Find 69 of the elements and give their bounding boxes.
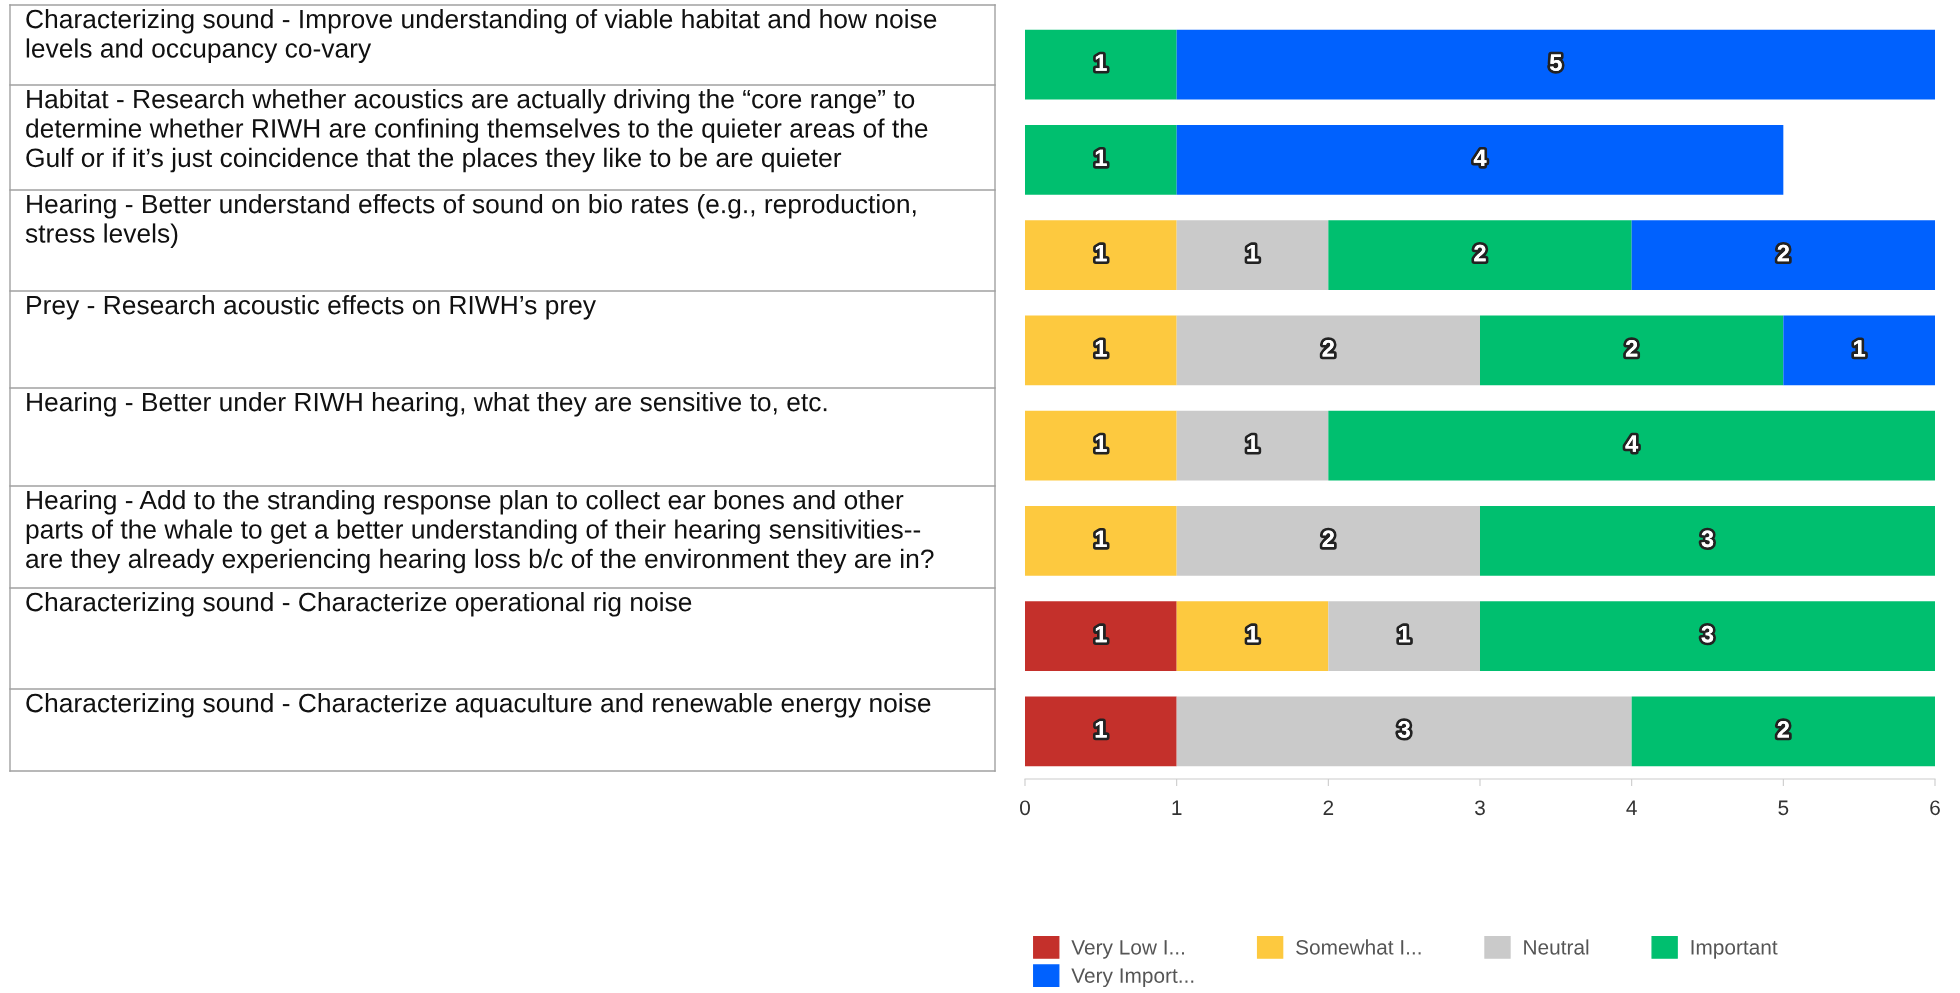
x-tick-label: 4 (1626, 800, 1637, 815)
y-tick-label: Prey - Research acoustic effects on RIWH’s prey (27, 295, 596, 320)
data-label: 5 (1550, 54, 1562, 71)
bar (1480, 601, 1935, 671)
bar (1328, 220, 1632, 290)
bar (1480, 315, 1784, 386)
data-label: 2 (1322, 530, 1334, 547)
legend-label: Neutral (1524, 939, 1589, 955)
bar (1631, 696, 1935, 767)
y-tick-label: Characterizing sound - Characterize aquaculture and renewable energy noise (26, 693, 931, 718)
data-label: 1 (1095, 435, 1107, 452)
data-label: 1 (1095, 244, 1107, 262)
bar (1480, 506, 1935, 576)
data-label: 3 (1701, 530, 1714, 548)
data-label: 1 (1247, 625, 1259, 643)
bar (1176, 315, 1480, 386)
data-label: 4 (1625, 435, 1639, 452)
data-label: 2 (1625, 339, 1638, 357)
data-label: 2 (1474, 244, 1486, 262)
data-label: 1 (1095, 340, 1107, 357)
bar (1176, 220, 1329, 290)
x-tick-label: 2 (1323, 800, 1334, 815)
bar (1176, 410, 1329, 481)
bar (1025, 696, 1177, 767)
bar (1025, 29, 1177, 100)
y-tick-label: Characterizing sound - Characterize operational rig noise (26, 592, 692, 617)
bar (1025, 315, 1177, 386)
data-label: 1 (1095, 54, 1107, 71)
x-tick-label: 0 (1020, 800, 1030, 816)
bar (1025, 410, 1177, 481)
data-label: 1 (1095, 149, 1107, 166)
bar (1025, 506, 1177, 576)
bar (1328, 410, 1935, 481)
data-label: 2 (1777, 720, 1789, 738)
x-tick-label: 6 (1930, 800, 1940, 816)
bar (1176, 506, 1480, 576)
bar (1176, 29, 1935, 100)
data-label: 1 (1247, 435, 1259, 452)
y-tick-label: Hearing - Better under RIWH hearing, what they are sensitive to, etc. (27, 392, 827, 417)
legend-label: Important (1691, 940, 1778, 959)
x-tick-label: 5 (1778, 800, 1789, 816)
x-tick-label: 1 (1172, 800, 1182, 815)
legend-label: Very Import... (1071, 968, 1194, 988)
data-label: 1 (1247, 244, 1259, 262)
bar (1631, 220, 1935, 290)
bar (1025, 125, 1177, 195)
data-label: 3 (1398, 720, 1410, 738)
x-tick-label: 3 (1475, 800, 1485, 816)
y-tick-label: Characterizing sound - Improve understanding of viable habitat and how noise levels and occupancy co-vary (26, 9, 937, 63)
data-label: 2 (1777, 244, 1789, 262)
bar (1176, 696, 1632, 767)
bar (1025, 601, 1177, 671)
bar (1328, 601, 1480, 671)
bar (1176, 601, 1329, 671)
y-tick-label: Hearing - Better understand effects of sound on bio rates (e.g., reproduction, stress levels) (25, 194, 916, 248)
bar (1783, 315, 1935, 386)
data-label: 1 (1095, 625, 1107, 643)
y-tick-label: Habitat - Research whether acoustics are actually driving the “core range” to determine whether RIWH are confining themselves to the quieter areas of the Gulf or if it’s just coincidence that the places they like to be are quieter (26, 89, 928, 173)
bar (1176, 125, 1784, 195)
data-label: 1 (1095, 721, 1107, 738)
data-label: 3 (1701, 625, 1714, 643)
bar (1025, 220, 1177, 290)
data-label: 1 (1095, 530, 1107, 547)
data-label: 4 (1473, 149, 1487, 166)
legend-label: Somewhat I... (1296, 939, 1421, 955)
legend-label: Very Low I... (1071, 940, 1184, 959)
data-label: 1 (1854, 340, 1866, 357)
y-tick-label: Hearing - Add to the stranding response plan to collect ear bones and other parts of the whale to get a better understanding of their hearing sensitivities-- are they already experiencing hearing loss b/c of the environment they are in? (26, 490, 934, 574)
data-label: 1 (1399, 625, 1411, 643)
